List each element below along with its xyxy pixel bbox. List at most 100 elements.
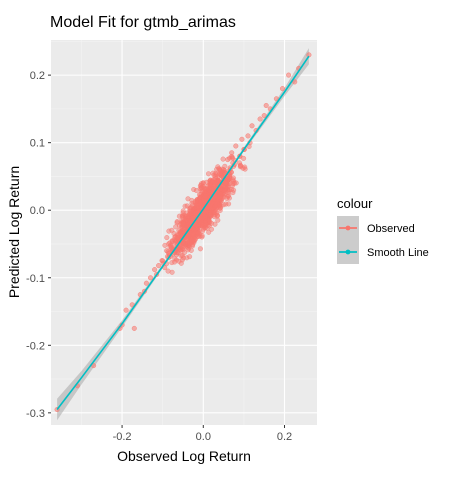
legend: colour Observed Smooth Line <box>337 196 429 264</box>
observed-point <box>176 227 182 234</box>
observed-point <box>233 143 239 149</box>
observed-point <box>191 186 197 193</box>
observed-point <box>207 178 213 184</box>
observed-point <box>230 181 236 187</box>
smooth-line <box>56 55 310 410</box>
observed-point <box>279 86 286 92</box>
observed-point <box>221 202 227 208</box>
observed-point <box>180 210 186 216</box>
x-tick-label: -0.2 <box>113 431 132 443</box>
observed-point <box>208 226 215 232</box>
observed-point <box>206 217 212 223</box>
observed-point <box>176 258 182 264</box>
observed-point <box>180 255 186 261</box>
observed-point <box>210 170 216 176</box>
observed-point <box>173 224 179 230</box>
observed-point <box>203 193 209 199</box>
x-axis-title: Observed Log Return <box>117 448 251 464</box>
observed-point <box>221 167 227 173</box>
observed-point <box>292 79 298 85</box>
x-tick-label: 0.0 <box>196 431 211 443</box>
observed-point <box>143 280 149 286</box>
y-tick-label: 0.0 <box>30 205 45 217</box>
observed-point <box>184 203 190 209</box>
observed-point <box>199 228 205 234</box>
legend-label-observed: Observed <box>367 223 415 235</box>
observed-point <box>164 248 170 254</box>
observed-point <box>229 150 235 156</box>
observed-point <box>228 186 235 192</box>
legend-key-point <box>345 249 351 255</box>
observed-point <box>187 254 193 260</box>
observed-point <box>172 234 178 240</box>
observed-point <box>205 171 212 177</box>
observed-point <box>216 178 222 185</box>
observed-point <box>160 258 166 264</box>
observed-point <box>131 325 137 331</box>
y-axis-title: Predicted Log Return <box>6 166 22 298</box>
x-tick-label: 0.2 <box>277 431 292 443</box>
observed-point <box>169 227 175 233</box>
legend-label-smooth-line: Smooth Line <box>367 247 429 259</box>
observed-point <box>152 267 158 273</box>
observed-point <box>191 211 197 217</box>
y-axis: -0.3 -0.2 -0.1 0.0 0.1 0.2 <box>26 70 51 420</box>
observed-point <box>199 233 205 239</box>
observed-point <box>175 250 181 256</box>
y-tick-label: -0.2 <box>26 340 45 352</box>
observed-point <box>147 275 154 281</box>
observed-point <box>180 221 186 227</box>
observed-point <box>195 198 201 204</box>
observed-point <box>263 102 269 109</box>
observed-point <box>190 226 196 232</box>
observed-point <box>237 162 243 168</box>
legend-title: colour <box>337 196 373 211</box>
observed-point <box>220 156 226 162</box>
observed-point <box>239 136 245 142</box>
observed-point <box>123 307 129 313</box>
observed-point <box>245 133 251 139</box>
observed-point <box>213 193 219 199</box>
observed-point <box>207 211 213 217</box>
observed-point <box>210 185 217 191</box>
observed-point <box>215 164 221 170</box>
observed-point <box>195 230 201 236</box>
observed-point <box>198 185 204 191</box>
observed-point <box>261 113 267 119</box>
observed-point <box>188 247 194 253</box>
observed-point <box>273 96 279 102</box>
observed-point <box>257 116 263 122</box>
observed-point <box>162 242 168 248</box>
y-tick-label: 0.2 <box>30 70 45 82</box>
observed-point <box>189 197 195 203</box>
x-axis: -0.2 0.0 0.2 <box>113 425 292 443</box>
observed-point <box>221 187 227 193</box>
observed-point <box>226 201 232 207</box>
legend-item-smooth-line: Smooth Line <box>337 240 429 264</box>
legend-item-observed: Observed <box>337 216 415 240</box>
observed-point <box>185 234 191 240</box>
observed-point <box>164 235 170 241</box>
observed-point <box>227 173 233 179</box>
observed-point <box>165 268 171 274</box>
observed-point <box>186 240 192 247</box>
observed-point <box>286 72 292 78</box>
observed-point <box>225 157 231 163</box>
observed-point <box>214 200 221 206</box>
observed-point <box>156 263 162 269</box>
y-tick-label: -0.3 <box>26 408 45 420</box>
legend-key-point <box>345 225 351 231</box>
observed-point <box>201 198 207 204</box>
observed-point <box>172 259 178 265</box>
y-tick-label: 0.1 <box>30 138 45 150</box>
observed-point <box>197 246 203 252</box>
observed-point <box>176 213 182 219</box>
smooth-line-layer <box>56 55 310 410</box>
observed-point <box>223 180 229 186</box>
observed-point <box>214 213 220 219</box>
observed-point <box>168 242 174 248</box>
observed-point <box>249 123 255 129</box>
observed-point <box>185 214 191 221</box>
